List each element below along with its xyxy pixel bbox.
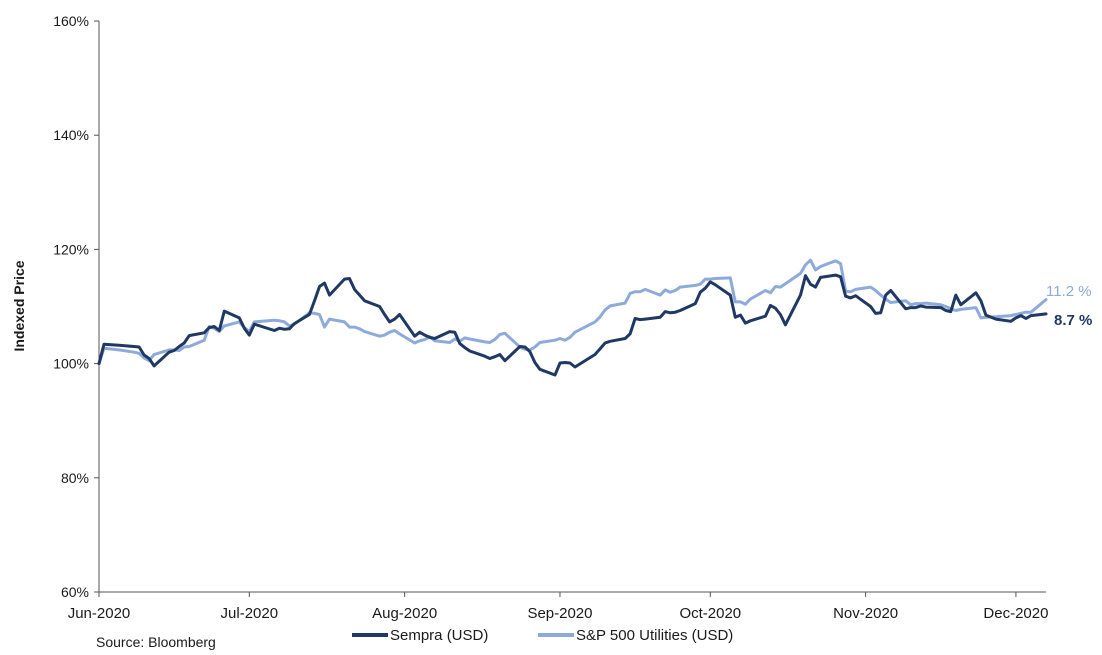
- y-axis-title: Indexed Price: [11, 260, 27, 351]
- series-line-sp500-utilities: [97, 258, 1048, 366]
- end-labels: 11.2 % 8.7 %: [1046, 283, 1092, 329]
- x-tick-label: Jul-2020: [221, 605, 279, 622]
- x-tick-label: Oct-2020: [679, 605, 741, 622]
- x-tick-label: Sep-2020: [527, 605, 592, 622]
- end-label-sempra: 8.7 %: [1054, 312, 1092, 329]
- end-label-sp500-utilities: 11.2 %: [1046, 283, 1092, 300]
- y-tick-label: 120%: [53, 241, 89, 257]
- legend-label-sp500-utilities: S&P 500 Utilities (USD): [576, 627, 733, 644]
- series-lines: [97, 258, 1048, 377]
- y-tick-label: 100%: [53, 356, 89, 372]
- legend-label-sempra: Sempra (USD): [390, 627, 488, 644]
- y-tick-label: 160%: [53, 13, 89, 29]
- x-tick-label: Nov-2020: [833, 605, 898, 622]
- x-tick-label: Dec-2020: [983, 605, 1048, 622]
- y-tick-label: 140%: [53, 127, 89, 143]
- y-tick-label: 60%: [61, 584, 89, 600]
- axes: [98, 21, 1046, 593]
- series-line-sempra: [97, 273, 1048, 377]
- source-note: Source: Bloomberg: [96, 634, 216, 650]
- x-tick-label: Jun-2020: [68, 605, 131, 622]
- x-ticks: Jun-2020 Jul-2020 Aug-2020 Sep-2020 Oct-2020…: [68, 592, 1048, 622]
- legend: Sempra (USD) S&P 500 Utilities (USD): [352, 627, 733, 644]
- y-tick-label: 80%: [61, 470, 89, 486]
- y-ticks: 60% 80% 100% 120% 140% 160%: [53, 13, 99, 600]
- x-tick-label: Aug-2020: [372, 605, 437, 622]
